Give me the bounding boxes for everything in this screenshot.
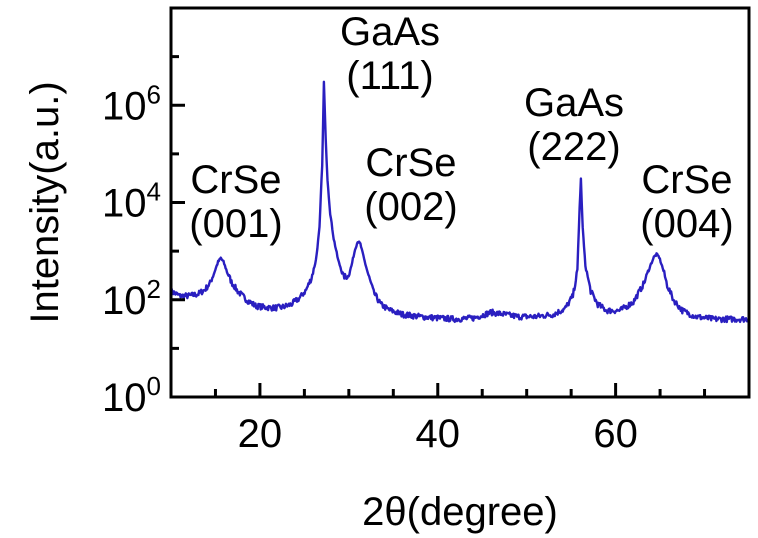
annotation-layer: CrSe(001)GaAs(111)CrSe(002)GaAs(222)CrSe… [189,10,733,246]
peak-annotation-line: (222) [527,125,620,169]
axes-layer: 20 40 60 100 102 104 106 [102,6,751,456]
peak-annotation: GaAs(111) [340,10,440,98]
peak-annotation: GaAs(222) [524,81,624,169]
peak-annotation-line: CrSe [190,158,281,202]
peak-annotation: CrSe(001) [189,158,282,246]
y-tick-label: 102 [102,274,161,323]
peak-annotation: CrSe(002) [364,141,457,229]
y-axis-label: Intensity(a.u.) [23,81,67,323]
series-layer [169,80,750,324]
series-line-0 [169,80,750,324]
peak-annotation-line: (111) [346,54,433,98]
peak-annotation-line: CrSe [365,141,456,185]
x-axis-label: 2θ(degree) [362,490,558,534]
x-tick-label: 60 [593,412,638,456]
y-tick-label: 104 [102,177,161,226]
x-tick-label: 40 [416,412,461,456]
x-tick-label: 20 [238,412,283,456]
peak-annotation-line: GaAs [340,10,440,54]
peak-annotation-line: (001) [189,202,282,246]
peak-annotation-line: (002) [364,185,457,229]
peak-annotation: CrSe(004) [640,158,733,246]
peak-annotation-line: GaAs [524,81,624,125]
peak-annotation-line: CrSe [641,158,732,202]
peak-annotation-line: (004) [640,202,733,246]
y-tick-label: 100 [102,371,161,420]
y-tick-label: 106 [102,79,161,128]
